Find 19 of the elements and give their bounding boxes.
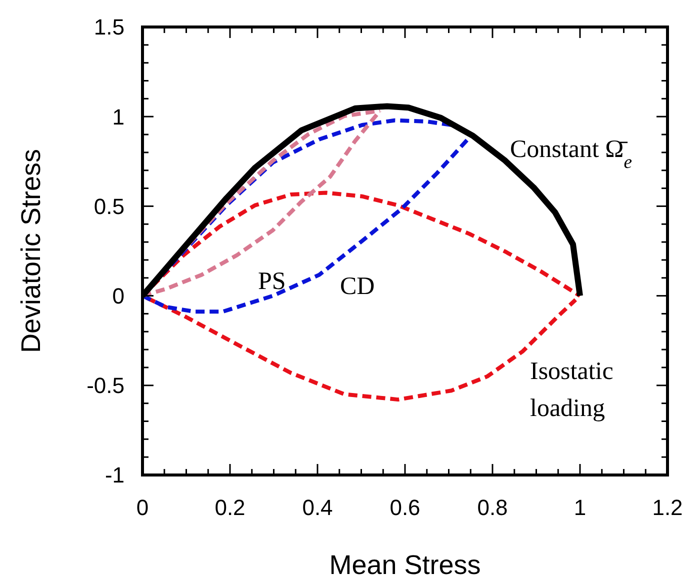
annotation: CD [340,272,375,300]
y-tick-label: 0.5 [94,194,124,219]
annotation: Isostatic loading [530,358,614,422]
y-tick-label: -0.5 [86,373,124,398]
y-tick-label: 1.5 [94,14,124,40]
x-tick-label: 1.2 [652,495,683,520]
y-tick-label: -1 [104,462,124,488]
y-axis-title: Deviatoric Stress [16,148,46,354]
x-tick-label: 0.4 [302,495,333,520]
x-tick-label: 1 [574,495,586,520]
x-tick-label: 0.2 [214,495,246,520]
x-tick-label: 0 [136,495,149,520]
annotation: PS [258,268,286,295]
y-tick-label: 0 [112,284,124,308]
x-axis-title: Mean Stress [329,550,481,580]
y-tick-label: 1 [112,104,124,130]
annotation: Constant Ω̄$_{e}$ [510,136,632,172]
x-tick-label: 0.8 [477,495,508,520]
x-tick-label: 0.6 [390,495,420,520]
